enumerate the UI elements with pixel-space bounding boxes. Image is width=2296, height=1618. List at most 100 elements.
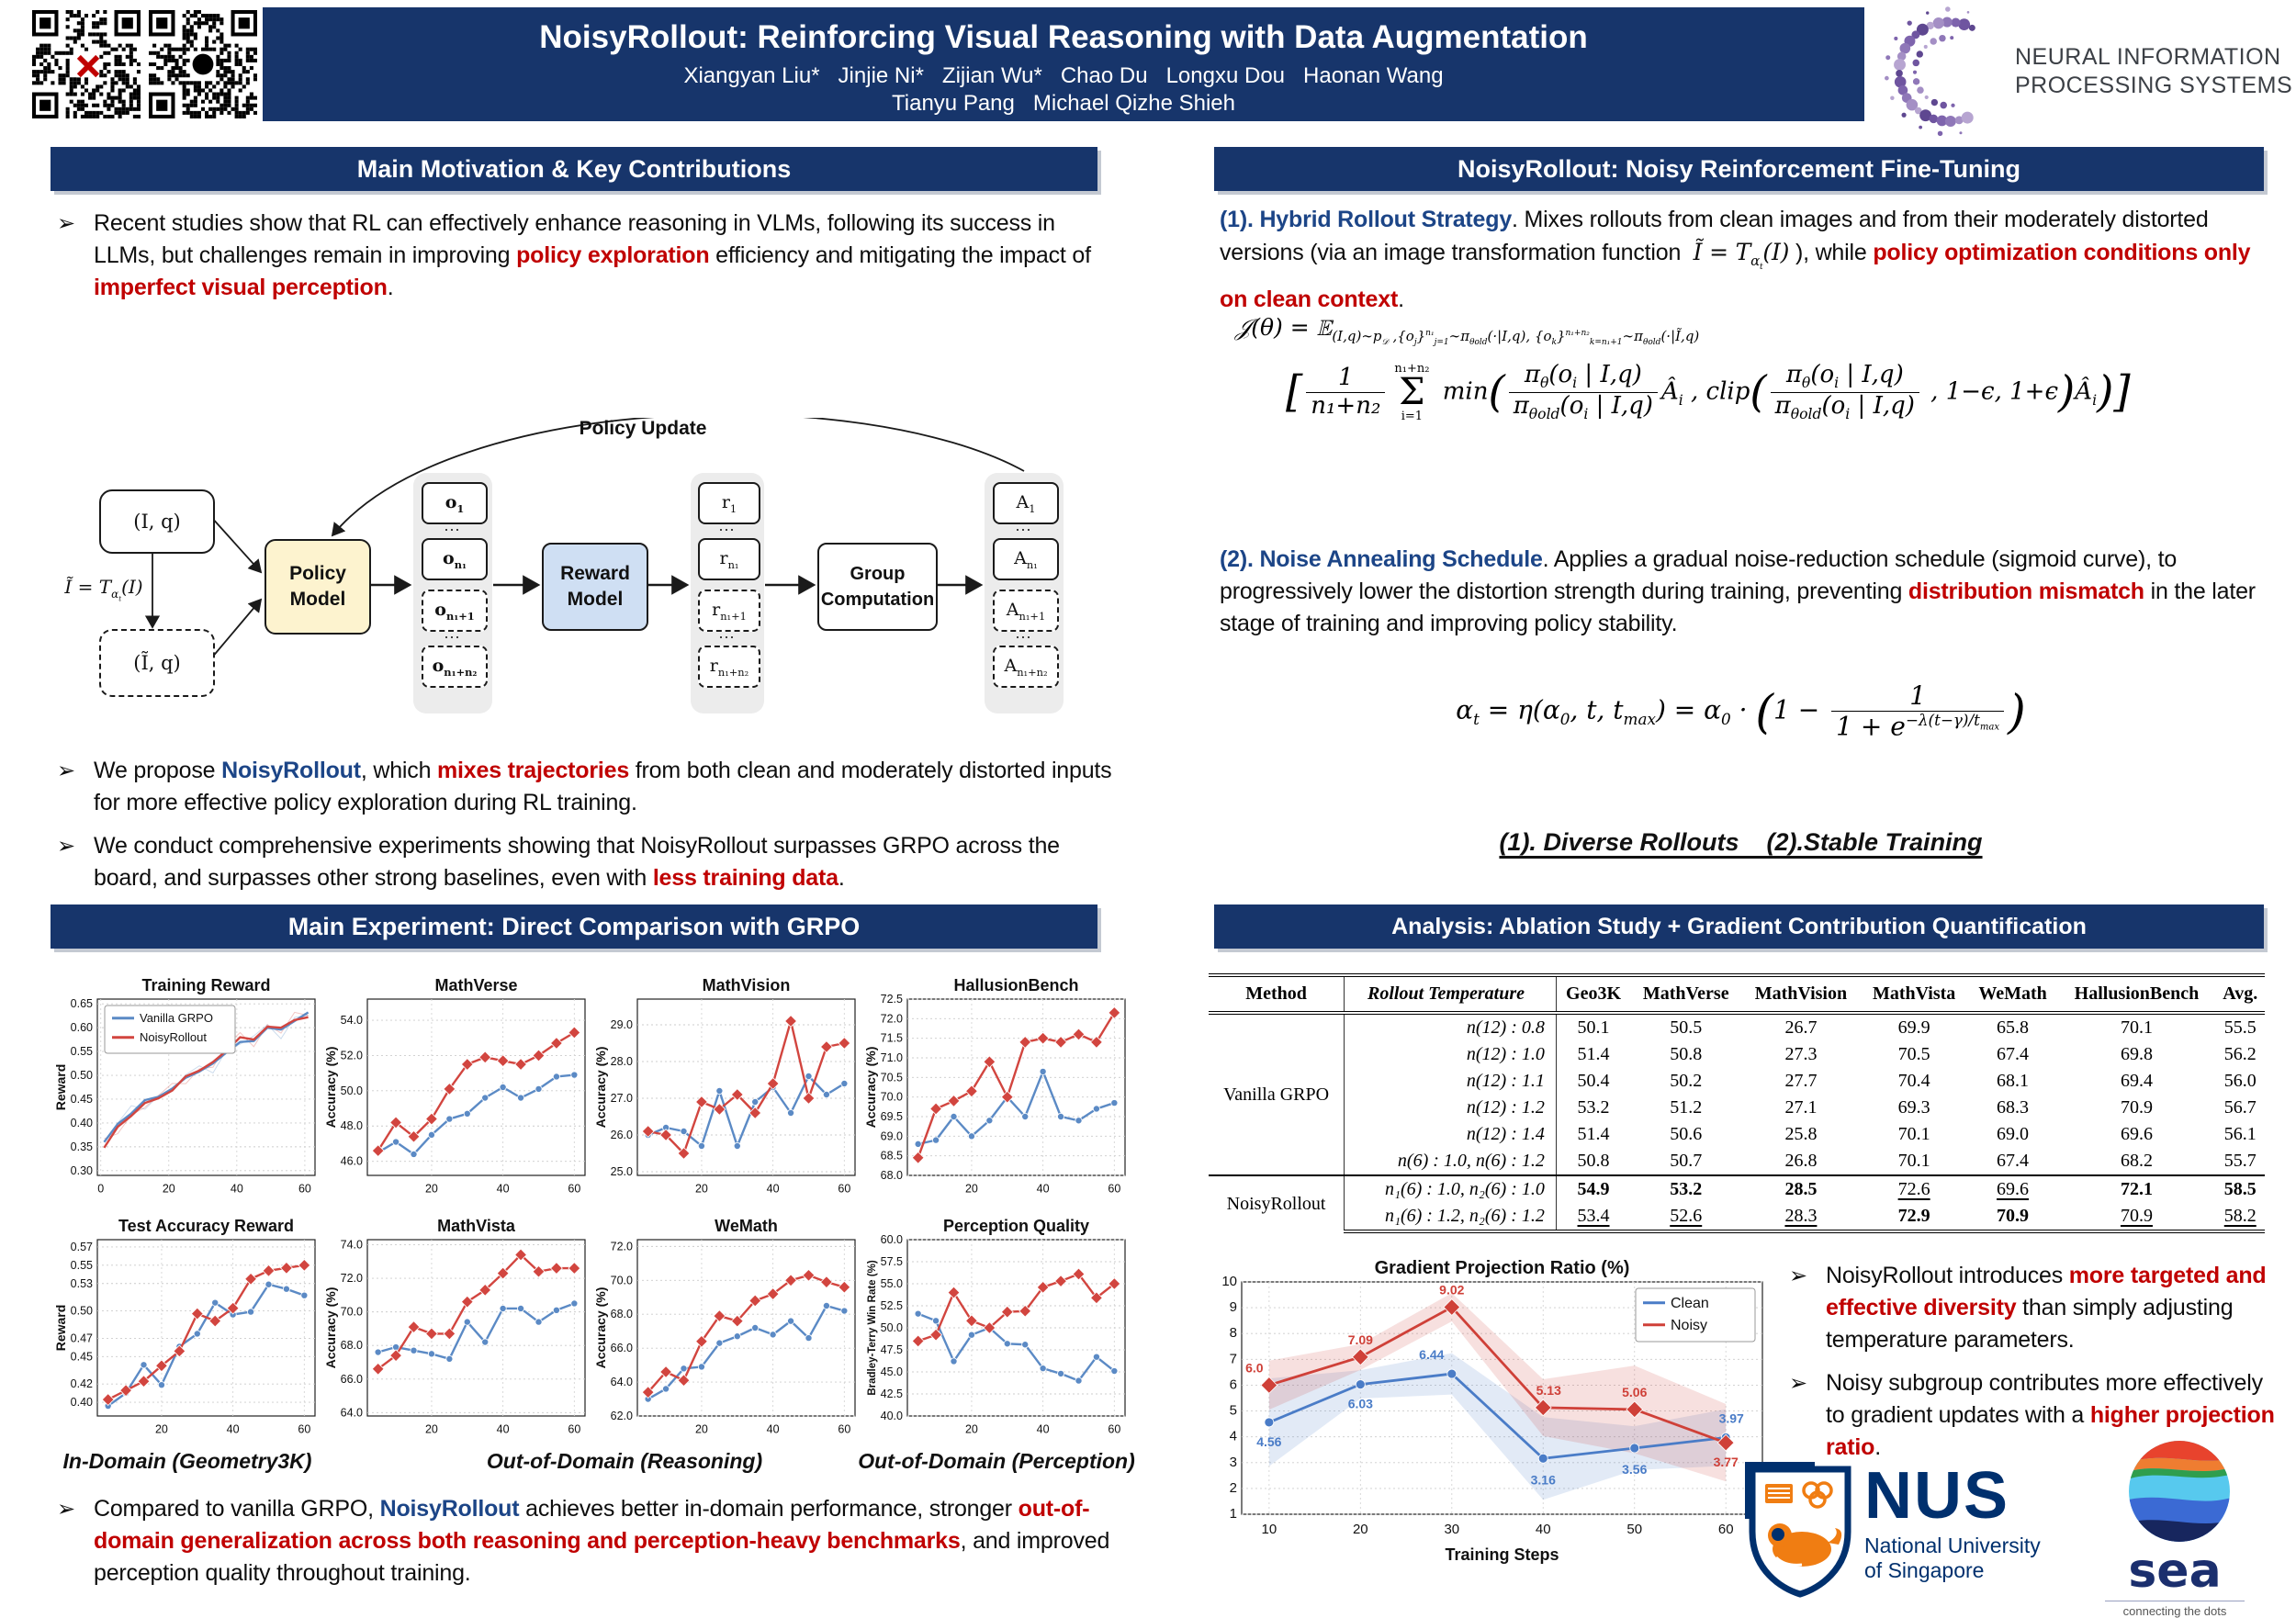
score-cell: 27.7 [1784, 1071, 1818, 1091]
score-cell: 70.1 [2120, 1017, 2153, 1038]
svg-text:72.0: 72.0 [341, 1272, 363, 1285]
caption-ood-perception: Out-of-Domain (Perception) [858, 1449, 1135, 1473]
chart-wemath: 72.0 70.0 68.0 66.0 64.0 62.0 20 40 60 WeMath Accu… [593, 1212, 861, 1446]
svg-text:60: 60 [298, 1183, 311, 1196]
svg-text:20: 20 [155, 1423, 168, 1436]
method-paragraph-2: (2). Noise Annealing Schedule. Applies a… [1220, 546, 2256, 636]
grpo-pipeline-diagram: Policy Update (I, q) Ĩ = Tαt(I) (Ĩ, q) P… [55, 418, 1120, 725]
score-cell: 72.1 [2057, 1174, 2216, 1203]
svg-text:Gradient Projection Ratio (%): Gradient Projection Ratio (%) [1375, 1258, 1630, 1278]
svg-text:5.06: 5.06 [1622, 1385, 1647, 1399]
rollout-temperature-cell: n(12) : 1.0 [1344, 1041, 1557, 1068]
diagram-item-box: rn₁+n₂ [698, 646, 760, 688]
svg-text:72.0: 72.0 [881, 1012, 903, 1025]
score-cell: 69.6 [1967, 1174, 2058, 1203]
chart-svg: 0.57 0.55 0.53 0.50 0.47 0.45 0.42 0.40 20 40 60 Te… [53, 1217, 316, 1436]
score-cell: 68.3 [1997, 1097, 2030, 1118]
table-header: Geo3K [1556, 973, 1631, 1015]
neurips-text-line1: NEURAL INFORMATION [2015, 44, 2281, 70]
diagram-item-box: o1 [422, 482, 488, 524]
svg-text:60.0: 60.0 [881, 1233, 903, 1246]
svg-text:74.0: 74.0 [341, 1238, 363, 1251]
nus-shield-icon [1745, 1462, 1851, 1598]
svg-text:6: 6 [1230, 1376, 1237, 1392]
qr-code-github [149, 10, 257, 118]
svg-text:Clean: Clean [1671, 1296, 1709, 1311]
svg-text:7.09: 7.09 [1348, 1332, 1373, 1347]
svg-text:20: 20 [1353, 1522, 1368, 1537]
svg-text:60: 60 [838, 1423, 850, 1436]
svg-text:3.97: 3.97 [1719, 1411, 1744, 1426]
qr-code-paper [32, 10, 141, 118]
svg-text:70.5: 70.5 [881, 1071, 903, 1084]
contribution-bullet-1: ➢ We propose NoisyRollout, which mixes t… [57, 755, 1113, 819]
score-cell: 68.2 [2120, 1151, 2153, 1171]
rollout-temperature-cell: n(12) : 1.4 [1344, 1121, 1557, 1148]
svg-text:60: 60 [298, 1423, 310, 1436]
svg-text:66.0: 66.0 [611, 1342, 633, 1354]
svg-text:68.0: 68.0 [611, 1308, 633, 1320]
bullet-arrow-icon: ➢ [1789, 1264, 1807, 1288]
svg-text:26.0: 26.0 [611, 1129, 633, 1141]
svg-text:60: 60 [1718, 1522, 1734, 1537]
svg-text:48.0: 48.0 [341, 1119, 363, 1132]
diagram-item-box: r1 [698, 482, 760, 524]
svg-text:60: 60 [568, 1423, 580, 1436]
bullet-arrow-icon: ➢ [57, 211, 75, 236]
diagram-item-box: An₁+1 [993, 590, 1059, 632]
svg-text:7: 7 [1230, 1351, 1237, 1366]
svg-text:27.0: 27.0 [611, 1092, 633, 1105]
svg-text:68.0: 68.0 [341, 1339, 363, 1352]
svg-text:6.0: 6.0 [1245, 1360, 1264, 1375]
svg-text:0.40: 0.40 [71, 1396, 93, 1409]
svg-text:20: 20 [965, 1183, 978, 1196]
svg-text:10: 10 [1261, 1522, 1277, 1537]
svg-text:5: 5 [1230, 1403, 1237, 1419]
nus-subtitle-1: National University [1864, 1534, 2041, 1557]
svg-text:8: 8 [1230, 1325, 1237, 1341]
score-cell: 51.4 [1577, 1124, 1610, 1144]
svg-text:Perception Quality: Perception Quality [943, 1217, 1089, 1235]
svg-text:40: 40 [231, 1183, 243, 1196]
nus-logo: NUS National University of Singapore [1745, 1462, 2066, 1604]
svg-text:20: 20 [425, 1183, 438, 1196]
svg-text:69.0: 69.0 [881, 1129, 903, 1142]
svg-text:71.0: 71.0 [881, 1051, 903, 1064]
score-cell: 53.2 [1630, 1174, 1742, 1203]
svg-text:Reward: Reward [53, 1305, 68, 1352]
svg-text:0.55: 0.55 [71, 1259, 93, 1272]
diagram-arrows [144, 418, 1025, 659]
neurips-swirl-icon [1885, 6, 1975, 137]
svg-text:60: 60 [1108, 1183, 1120, 1196]
rollout-temperature-cell: n₁(6) : 1.0, n₂(6) : 1.0 [1344, 1174, 1557, 1203]
svg-text:50: 50 [1626, 1522, 1642, 1537]
clean-input-box: (I, q) [99, 489, 215, 554]
svg-text:Accuracy (%): Accuracy (%) [593, 1287, 608, 1369]
svg-text:3.56: 3.56 [1622, 1462, 1647, 1477]
title-banner: NoisyRollout: Reinforcing Visual Reasoni… [263, 7, 1864, 121]
diagram-item-box: An₁ [993, 538, 1059, 580]
svg-text:0.53: 0.53 [71, 1277, 93, 1290]
svg-text:MathVista: MathVista [437, 1217, 516, 1235]
svg-text:70.0: 70.0 [611, 1274, 633, 1287]
table-header: Method [1209, 973, 1345, 1015]
svg-text:0.30: 0.30 [71, 1164, 93, 1177]
svg-text:0.60: 0.60 [71, 1021, 93, 1034]
score-cell: 56.1 [2223, 1124, 2257, 1144]
score-cell: 50.1 [1577, 1017, 1610, 1038]
svg-text:0.42: 0.42 [71, 1377, 93, 1390]
score-cell: 28.5 [1741, 1174, 1861, 1203]
score-cell: 50.8 [1577, 1151, 1610, 1171]
policy-update-label: Policy Update [579, 418, 707, 439]
table-header: WeMath [1967, 973, 2058, 1015]
nus-wordmark: NUS [1864, 1459, 2010, 1533]
authors-line1: Xiangyan Liu* Jinjie Ni* Zijian Wu* Chao… [683, 63, 1444, 88]
score-cell: 58.5 [2215, 1174, 2265, 1203]
svg-text:6.44: 6.44 [1419, 1347, 1444, 1362]
transform-label: Ĩ = Tαt(I) [64, 576, 143, 603]
svg-text:0.57: 0.57 [71, 1241, 93, 1253]
chart-training-reward: 0.65 0.60 0.55 0.50 0.45 0.40 0.35 0.30 0 20 40 60 T… [53, 972, 321, 1206]
svg-text:50.0: 50.0 [341, 1084, 363, 1097]
table-row: n(12) : 1.1 50.4 50.2 27.7 70.4 68.1 69.4 56.0 [1209, 1068, 2265, 1095]
